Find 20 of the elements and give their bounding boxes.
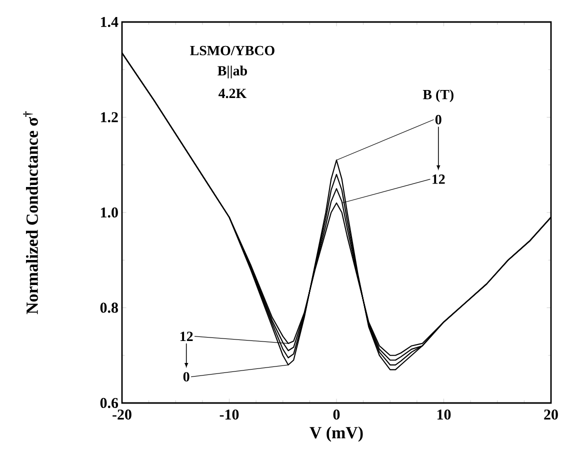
annotation: LSMO/YBCO [190, 46, 274, 56]
annotation: 12 [180, 332, 193, 341]
x-axis-title: V (mV) [310, 426, 363, 442]
y-tick-label: 1.2 [101, 112, 118, 122]
x-tick-label: 0 [333, 410, 340, 420]
annotation: 0 [183, 372, 190, 382]
annotation: B (T) [422, 89, 454, 102]
annotation: 0 [435, 114, 442, 124]
x-tick-label: 10 [437, 410, 451, 420]
y-axis-title: Normalized Conductance σ$^{†}$ [23, 111, 38, 314]
y-tick-label: 0.6 [100, 398, 118, 408]
y-tick-label: 1.4 [101, 16, 118, 28]
annotation: 4.2K [218, 88, 247, 98]
y-tick-label: 0.8 [100, 302, 118, 313]
y-tick-label: 1.0 [101, 207, 118, 218]
x-tick-label: 20 [544, 410, 558, 420]
x-tick-label: -20 [112, 410, 132, 420]
x-tick-label: -10 [220, 410, 239, 420]
annotation: B||ab [218, 66, 247, 78]
annotation: 12 [432, 174, 445, 184]
